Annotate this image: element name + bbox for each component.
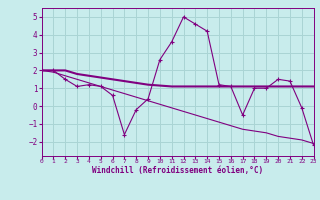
X-axis label: Windchill (Refroidissement éolien,°C): Windchill (Refroidissement éolien,°C) [92, 166, 263, 175]
